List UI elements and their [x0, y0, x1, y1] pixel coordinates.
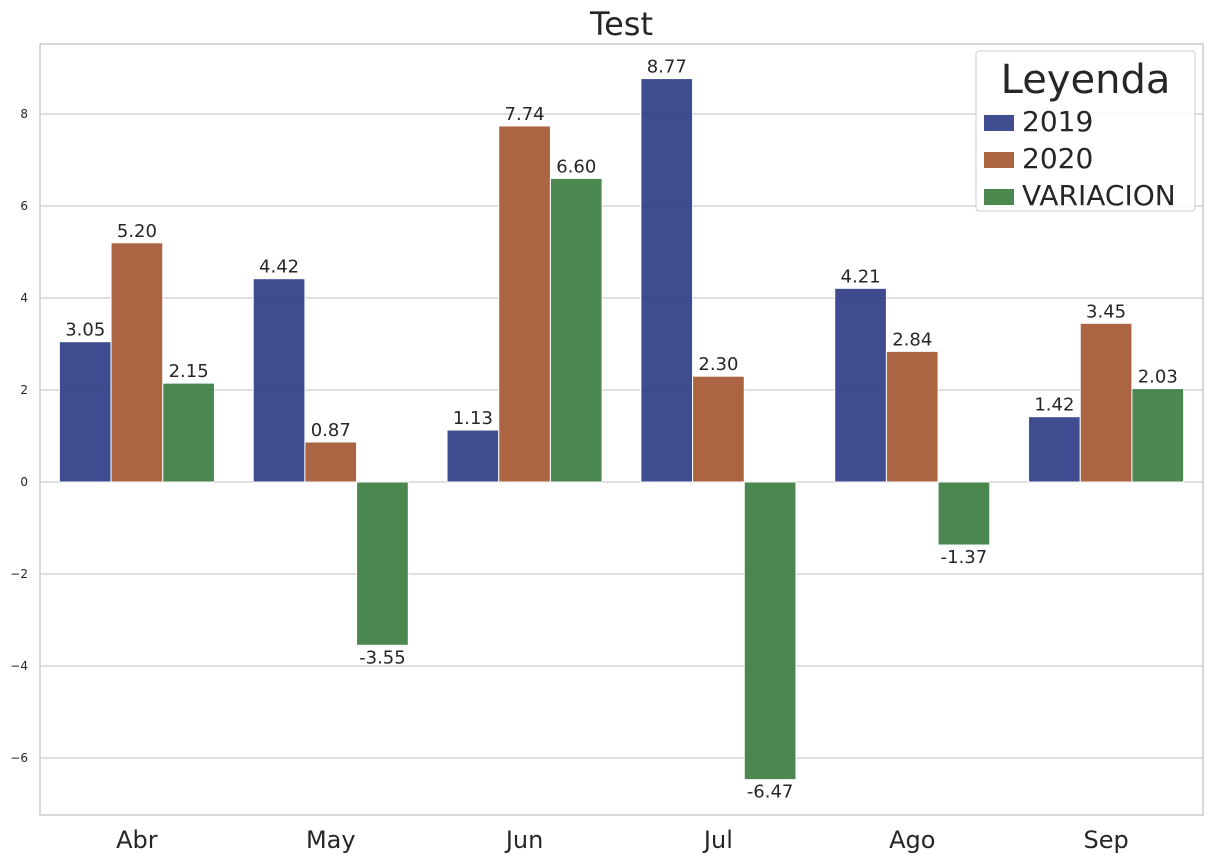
legend-label: VARIACION: [1022, 179, 1176, 212]
x-tick-label: Sep: [1083, 826, 1128, 854]
bar-2019-may: [252, 278, 306, 483]
legend-title: Leyenda: [1001, 57, 1171, 103]
bar-2019-ago: [834, 287, 887, 483]
chart-title: Test: [589, 5, 653, 43]
data-label: 8.77: [647, 57, 687, 78]
data-label: -3.55: [359, 647, 406, 668]
bar-2020-jul: [692, 375, 745, 483]
y-tick-label: 8: [20, 107, 28, 121]
x-tick-label: Jun: [504, 826, 544, 854]
y-tick-label: −4: [10, 659, 28, 673]
y-tick-label: 6: [20, 199, 28, 213]
data-label: 7.74: [505, 104, 545, 125]
data-label: -1.37: [941, 547, 988, 568]
y-tick-label: −6: [10, 751, 28, 765]
y-tick-label: 4: [20, 291, 28, 305]
data-label: 3.45: [1086, 301, 1126, 322]
bar-2020-sep: [1079, 322, 1133, 483]
y-tick-label: 0: [20, 475, 28, 489]
bar-2020-jun: [498, 125, 551, 483]
bar-variacion-jul: [743, 481, 797, 781]
legend-swatch-2019: [984, 115, 1014, 131]
bar-2019-sep: [1028, 416, 1081, 483]
data-label: 2.30: [698, 354, 738, 375]
legend-swatch-variacion: [984, 189, 1014, 205]
bar-2020-ago: [885, 350, 939, 483]
bar-variacion-jun: [549, 177, 603, 483]
legend-box: [975, 50, 1196, 212]
bar-variacion-sep: [1131, 388, 1185, 483]
bar-2020-may: [304, 441, 358, 483]
data-label: 2.03: [1138, 367, 1178, 388]
bar-2019-jul: [640, 78, 694, 483]
bar-2019-abr: [58, 341, 112, 483]
bar-variacion-ago: [937, 481, 991, 546]
data-label: 1.42: [1034, 395, 1074, 416]
legend-label: 2019: [1022, 105, 1093, 138]
data-label: 3.05: [65, 320, 105, 341]
y-tick-label: −2: [10, 567, 28, 581]
legend-label: 2020: [1022, 142, 1093, 175]
data-label: 5.20: [117, 221, 157, 242]
x-tick-label: May: [306, 826, 356, 854]
data-label: -6.47: [747, 782, 794, 803]
x-tick-label: Abr: [116, 826, 158, 854]
data-label: 1.13: [453, 408, 493, 429]
data-label: 4.21: [841, 266, 881, 287]
data-label: 2.84: [892, 329, 932, 350]
data-label: 6.60: [556, 156, 596, 177]
plot-frame: [39, 43, 1204, 816]
bar-variacion-may: [356, 481, 409, 646]
x-tick-label: Ago: [889, 826, 935, 854]
bar-2020-abr: [110, 242, 164, 483]
data-label: 0.87: [311, 420, 351, 441]
data-label: 2.15: [169, 361, 209, 382]
bar-variacion-abr: [162, 382, 215, 483]
bar-2019-jun: [446, 429, 500, 483]
y-tick-label: 2: [20, 383, 28, 397]
legend-swatch-2020: [984, 152, 1014, 168]
data-label: 4.42: [259, 257, 299, 278]
x-tick-label: Jul: [702, 826, 733, 854]
